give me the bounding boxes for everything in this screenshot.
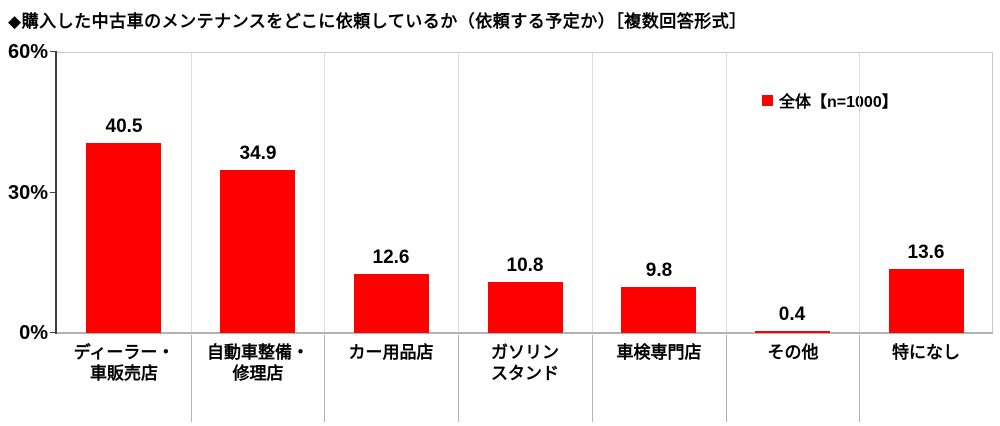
bar (755, 331, 830, 333)
bar (889, 269, 964, 333)
y-axis-label: 30% (7, 182, 48, 204)
chart-title: ◆購入した中古車のメンテナンスをどこに依頼しているか（依頼する予定か）［複数回答… (8, 12, 747, 31)
bar (220, 170, 295, 333)
bar-value-label: 34.9 (239, 143, 277, 164)
bar (354, 274, 429, 333)
legend-swatch (762, 94, 773, 106)
category-label: ガソリン スタンド (491, 343, 559, 383)
category-separator-line (859, 52, 860, 332)
category-separator-line (592, 335, 593, 422)
legend: 全体【n=1000】 (762, 88, 898, 112)
y-axis-label: 60% (7, 41, 48, 63)
category-label: 特になし (892, 343, 960, 362)
bar-value-label: 12.6 (372, 247, 410, 268)
category-label: カー用品店 (348, 343, 434, 362)
category-separator-line (592, 52, 593, 332)
category-label: その他 (767, 343, 819, 362)
y-axis-tick (50, 332, 57, 333)
category-axis-line (57, 332, 993, 334)
y-axis-label: 0% (19, 322, 48, 344)
category-separator-line (191, 335, 192, 422)
bar-value-label: 9.8 (645, 260, 673, 281)
bar-value-label: 0.4 (778, 304, 806, 325)
bar (621, 287, 696, 333)
bar (86, 143, 161, 333)
category-separator-line (324, 335, 325, 422)
category-separator-line (191, 52, 192, 332)
category-label: 自動車整備・ 修理店 (207, 343, 309, 383)
bar-value-label: 13.6 (907, 242, 945, 263)
plot-border-right (992, 52, 993, 333)
category-label: ディーラー・ 車販売店 (73, 343, 175, 383)
bar-value-label: 10.8 (506, 255, 544, 276)
category-separator-line (726, 335, 727, 422)
legend-label: 全体【n=1000】 (779, 94, 898, 111)
category-separator-line (726, 52, 727, 332)
category-separator-line (324, 52, 325, 332)
category-separator-line (859, 335, 860, 422)
bar (488, 282, 563, 333)
category-separator-line (458, 52, 459, 332)
category-separator-line (458, 335, 459, 422)
value-axis-line (55, 52, 57, 334)
y-axis-tick (50, 192, 57, 193)
category-label: 車検専門店 (616, 343, 702, 362)
bar-value-label: 40.5 (105, 116, 143, 137)
plot-border-top (57, 52, 993, 53)
y-axis-tick (50, 51, 57, 52)
